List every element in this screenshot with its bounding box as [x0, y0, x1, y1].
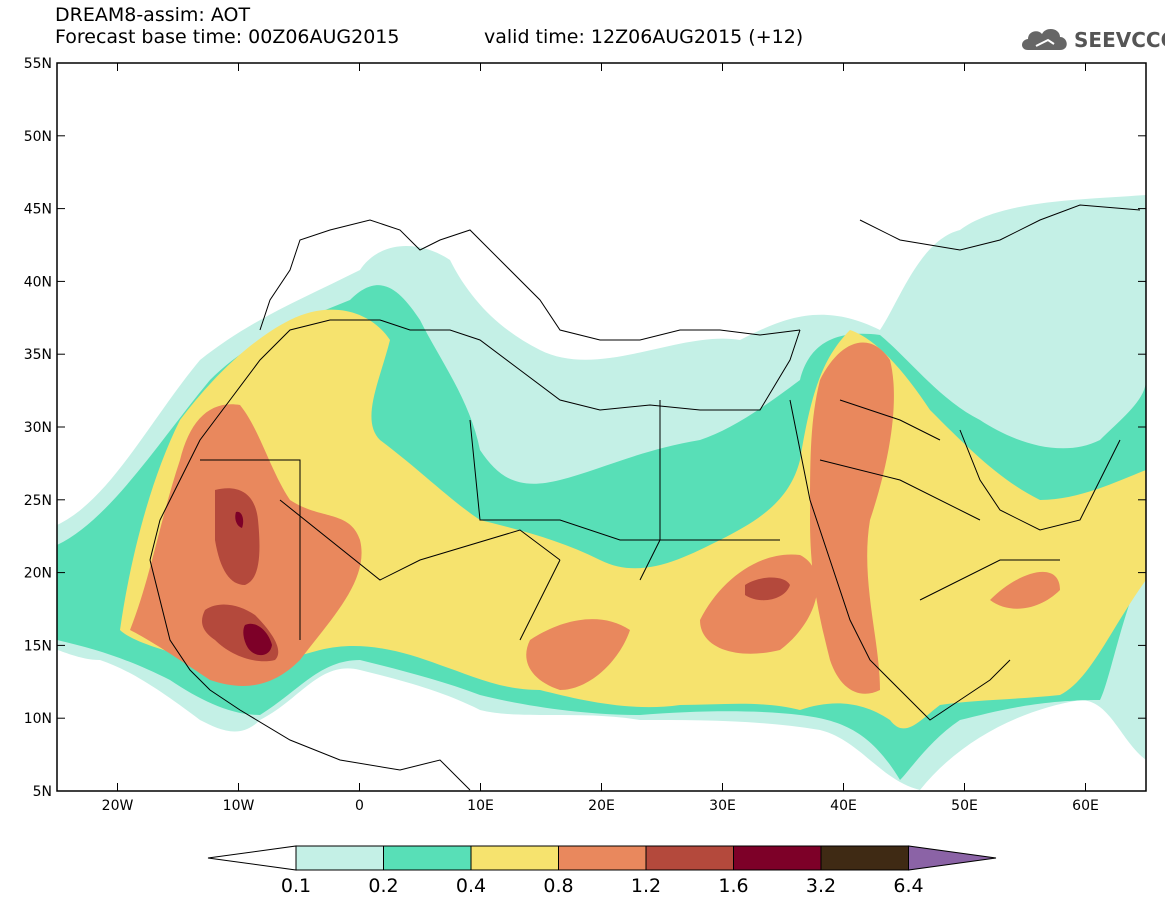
lat-label: 30N — [24, 420, 52, 436]
colorbar-segment — [558, 845, 647, 871]
lat-label: 45N — [24, 202, 52, 218]
chart-title: DREAM8-assim: AOT — [55, 4, 251, 26]
seevccc-logo: SEEVCCC — [1018, 22, 1165, 56]
colorbar-under-triangle — [207, 845, 297, 871]
colorbar-label: 0.8 — [543, 875, 573, 897]
lat-label: 5N — [33, 784, 52, 800]
coastline-path — [259, 219, 801, 341]
colorbar-label: 0.4 — [456, 875, 486, 897]
aot-band-1.6 — [235, 511, 272, 656]
cloud-icon — [1022, 28, 1067, 50]
colorbar-segment — [820, 845, 909, 871]
colorbar-label: 0.2 — [368, 875, 398, 897]
colorbar-segment — [295, 845, 384, 871]
lon-label: 40E — [830, 798, 857, 814]
aot-fields — [57, 195, 1146, 790]
lon-label: 20E — [588, 798, 615, 814]
lat-label: 10N — [24, 711, 52, 727]
colorbar-over-triangle — [908, 845, 997, 871]
lon-label: 20W — [102, 798, 134, 814]
coastlines — [149, 204, 1141, 791]
lon-label: 50E — [951, 798, 978, 814]
latitude-axis: 55N 50N 45N 40N 35N 30N 25N 20N 15N 10N 5N — [24, 56, 1146, 800]
colorbar-segment — [383, 845, 472, 871]
lon-label: 10E — [467, 798, 494, 814]
colorbar-segment — [733, 845, 822, 871]
lat-label: 35N — [24, 347, 52, 363]
coastline-path — [789, 399, 1011, 721]
forecast-base-time: Forecast base time: 00Z06AUG2015 — [55, 26, 400, 48]
colorbar-segment — [470, 845, 559, 871]
colorbar-label: 0.1 — [281, 875, 311, 897]
lat-label: 25N — [24, 493, 52, 509]
colorbar-label: 1.6 — [718, 875, 748, 897]
colorbar-segment — [645, 845, 734, 871]
coastline-path — [859, 204, 1141, 251]
colorbar-label: 1.2 — [631, 875, 661, 897]
lon-label: 60E — [1072, 798, 1099, 814]
aot-band-0.8 — [130, 342, 1060, 694]
colorbar-label: 6.4 — [893, 875, 923, 897]
lat-label: 40N — [24, 274, 52, 290]
lat-label: 20N — [24, 566, 52, 582]
lon-label: 10W — [223, 798, 255, 814]
lat-label: 15N — [24, 638, 52, 654]
lon-label: 30E — [709, 798, 736, 814]
lat-label: 50N — [24, 129, 52, 145]
lat-label: 55N — [24, 56, 52, 72]
logo-text: SEEVCCC — [1074, 28, 1165, 52]
border-path — [819, 399, 1060, 601]
coastline-path — [149, 319, 801, 561]
coastline-path — [959, 429, 1121, 531]
coastline-path — [149, 559, 471, 791]
lon-label: 0 — [355, 798, 364, 814]
colorbar-label: 3.2 — [806, 875, 836, 897]
longitude-axis: 20W 10W 0 10E 20E 30E 40E 50E 60E — [102, 63, 1099, 814]
border-path — [200, 400, 780, 641]
valid-time: valid time: 12Z06AUG2015 (+12) — [484, 26, 804, 48]
